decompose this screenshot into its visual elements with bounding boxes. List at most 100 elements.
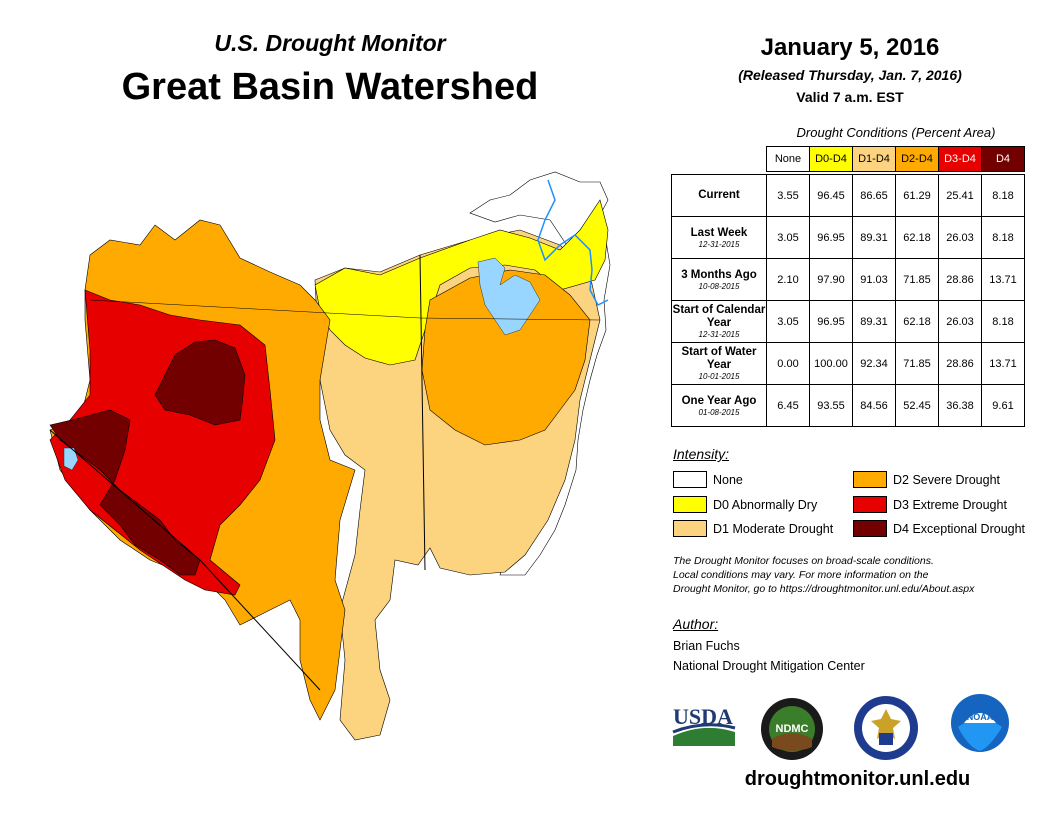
table-cell: 0.00	[766, 342, 810, 385]
table-row: Start of Calendar Year 12-31-2015 3.05 96.9…	[671, 300, 1025, 343]
table-cell: 62.18	[895, 300, 939, 343]
table-cell: 28.86	[938, 342, 982, 385]
table-cell: 6.45	[766, 384, 810, 427]
region-d0	[314, 199, 609, 366]
table-cell: 96.45	[809, 174, 853, 217]
noaa-logo-text: NOAA	[967, 712, 994, 722]
table-cell: 3.55	[766, 174, 810, 217]
table-cell: 9.61	[981, 384, 1025, 427]
bear-river	[537, 179, 609, 306]
table-row: Current 3.55 96.45 86.65 61.29 25.41 8.18	[671, 174, 1025, 217]
table-cell: 8.18	[981, 300, 1025, 343]
great-salt-lake	[477, 257, 541, 336]
legend-item-d3: D3 Extreme Drought	[853, 496, 1007, 513]
table-cell: 86.65	[852, 174, 896, 217]
region-d4-west	[49, 409, 201, 576]
table-row: One Year Ago 01-08-2015 6.45 93.55 84.56 52.4…	[671, 384, 1025, 427]
table-caption: Drought Conditions (Percent Area)	[796, 125, 996, 140]
report-date: January 5, 2016	[760, 34, 940, 61]
region-d2-east	[421, 269, 591, 446]
note-line: Drought Monitor, go to https://droughtmo…	[673, 583, 975, 595]
legend-swatch-d2	[853, 471, 887, 488]
legend-swatch-d0	[673, 496, 707, 513]
map-subtitle: U.S. Drought Monitor	[214, 30, 446, 56]
legend-item-d0: D0 Abnormally Dry	[673, 496, 817, 513]
table-row: 3 Months Ago 10-08-2015 2.10 97.90 91.03 71.8…	[671, 258, 1025, 301]
legend-swatch-none	[673, 471, 707, 488]
author-org: National Drought Mitigation Center	[673, 659, 865, 673]
state-line-ca	[49, 429, 321, 691]
row-date: 12-31-2015	[698, 330, 740, 339]
note-line: Local conditions may vary. For more info…	[673, 569, 929, 581]
table-cell: 96.95	[809, 300, 853, 343]
row-date: 01-08-2015	[698, 407, 740, 417]
release-date: (Released Thursday, Jan. 7, 2016)	[738, 67, 962, 83]
legend-label: D0 Abnormally Dry	[713, 497, 818, 512]
drought-conditions-table: None D0-D4 D1-D4 D2-D4 D3-D4 D4 Current 3…	[671, 146, 1025, 427]
state-line-id	[89, 299, 601, 321]
author-title: Author:	[673, 616, 719, 632]
table-cell: 71.85	[895, 342, 939, 385]
legend-title: Intensity:	[673, 446, 730, 462]
row-label: 3 Months Ago 10-08-2015	[671, 258, 767, 301]
lake-tahoe	[63, 447, 79, 471]
table-cell: 8.18	[981, 216, 1025, 259]
legend-item-d4: D4 Exceptional Drought	[853, 520, 1025, 537]
table-cell: 26.03	[938, 300, 982, 343]
region-d4-central	[154, 339, 246, 426]
disclaimer-note: The Drought Monitor focuses on broad-sca…	[673, 554, 974, 596]
row-label: Start of Calendar Year 12-31-2015	[671, 300, 767, 343]
drought-map	[49, 171, 611, 741]
table-cell: 13.71	[981, 258, 1025, 301]
table-cell: 96.95	[809, 216, 853, 259]
table-cell: 89.31	[852, 300, 896, 343]
legend-label: D2 Severe Drought	[893, 472, 1001, 487]
legend-item-d2: D2 Severe Drought	[853, 471, 1000, 488]
legend-label: D3 Extreme Drought	[893, 497, 1007, 512]
col-header-d4: D4	[981, 146, 1025, 172]
table-cell: 36.38	[938, 384, 982, 427]
table-cell: 52.45	[895, 384, 939, 427]
table-cell: 61.29	[895, 174, 939, 217]
note-line: The Drought Monitor focuses on broad-sca…	[673, 555, 934, 567]
footer-url[interactable]: droughtmonitor.unl.edu	[744, 768, 971, 790]
col-header-d3-d4: D3-D4	[938, 146, 982, 172]
table-cell: 97.90	[809, 258, 853, 301]
state-line-ut-nv	[419, 254, 426, 571]
table-cell: 100.00	[809, 342, 853, 385]
valid-time: Valid 7 a.m. EST	[796, 89, 904, 105]
table-row: Start of Water Year 10-01-2015 0.00 100.00 9…	[671, 342, 1025, 385]
legend-label: D1 Moderate Drought	[713, 521, 834, 536]
row-label-text: Last Week	[690, 226, 748, 239]
col-header-d1-d4: D1-D4	[852, 146, 896, 172]
legend-swatch-d3	[853, 496, 887, 513]
legend-label: None	[713, 472, 743, 487]
row-label: Last Week 12-31-2015	[671, 216, 767, 259]
legend-swatch-d4	[853, 520, 887, 537]
table-cell: 28.86	[938, 258, 982, 301]
table-cell: 91.03	[852, 258, 896, 301]
row-label-text: Current	[698, 189, 740, 201]
row-label: One Year Ago 01-08-2015	[671, 384, 767, 427]
noaa-logo: NOAA	[951, 694, 1009, 752]
table-cell: 62.18	[895, 216, 939, 259]
table-cell: 84.56	[852, 384, 896, 427]
col-header-d0-d4: D0-D4	[809, 146, 853, 172]
table-cell: 13.71	[981, 342, 1025, 385]
row-label-text: 3 Months Ago	[681, 268, 757, 281]
table-cell: 92.34	[852, 342, 896, 385]
author-name: Brian Fuchs	[673, 639, 740, 653]
row-label-text: Start of Calendar Year	[672, 304, 766, 329]
legend-item-none: None	[673, 471, 743, 488]
table-cell: 71.85	[895, 258, 939, 301]
row-date: 10-08-2015	[698, 281, 740, 291]
col-header-d2-d4: D2-D4	[895, 146, 939, 172]
map-title: Great Basin Watershed	[121, 66, 539, 108]
table-cell: 8.18	[981, 174, 1025, 217]
row-label: Start of Water Year 10-01-2015	[671, 342, 767, 385]
table-cell: 2.10	[766, 258, 810, 301]
table-cell: 26.03	[938, 216, 982, 259]
row-date: 10-01-2015	[698, 372, 740, 381]
col-header-none: None	[766, 146, 810, 172]
row-date: 12-31-2015	[698, 239, 740, 249]
